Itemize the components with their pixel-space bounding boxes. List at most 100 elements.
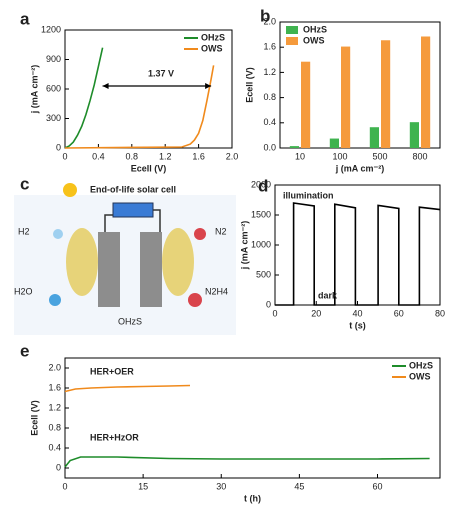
y-tick-label: 1.2 xyxy=(263,67,276,77)
x-tick-label: 80 xyxy=(435,308,445,318)
bar xyxy=(381,40,391,148)
y-tick-label: 1500 xyxy=(251,209,271,219)
electrode xyxy=(98,232,120,307)
species-label: N2H4 xyxy=(205,286,228,296)
bar xyxy=(369,127,379,148)
y-tick-label: 0 xyxy=(56,142,61,152)
catalyst xyxy=(162,228,194,296)
x-tick-label: 0.4 xyxy=(92,151,105,161)
y-axis-label: j (mA cm⁻²) xyxy=(239,221,249,270)
x-tick-label: 10 xyxy=(295,151,305,161)
x-axis-label: t (h) xyxy=(244,493,261,503)
x-tick-label: 500 xyxy=(372,151,387,161)
diagram-center-label: OHzS xyxy=(118,316,142,326)
annotation: illumination xyxy=(283,190,334,200)
plot-frame xyxy=(64,357,441,479)
annotation: HER+OER xyxy=(90,366,134,376)
legend-label: OHzS xyxy=(201,32,225,42)
species-label: H2O xyxy=(14,286,33,296)
x-tick-label: 20 xyxy=(311,308,321,318)
line xyxy=(275,202,441,306)
x-tick-label: 45 xyxy=(294,481,304,491)
bar xyxy=(289,146,299,148)
x-tick-label: 0.8 xyxy=(126,151,139,161)
legend-label: OHzS xyxy=(409,360,433,370)
y-tick-label: 1000 xyxy=(251,239,271,249)
annotation: HER+HzOR xyxy=(90,432,139,442)
wire xyxy=(104,209,161,232)
annotation: dark xyxy=(318,290,338,300)
legend-swatch xyxy=(286,37,298,45)
panel-label: c xyxy=(20,174,29,193)
plot-frame xyxy=(279,21,441,149)
line xyxy=(64,65,215,149)
legend-label: OWS xyxy=(409,371,431,381)
diagram: c End-of-life solar cell H2 N2 H2O N2H4 … xyxy=(14,174,236,335)
x-tick-label: 2.0 xyxy=(226,151,239,161)
species-label: N2 xyxy=(215,226,227,236)
x-tick-label: 0 xyxy=(62,151,67,161)
x-tick-label: 30 xyxy=(216,481,226,491)
y-axis-label: Ecell (V) xyxy=(244,67,254,103)
plot-frame xyxy=(274,184,441,306)
diagram-background xyxy=(14,195,236,335)
molecule xyxy=(194,228,206,240)
molecule xyxy=(53,229,63,239)
panel-label: d xyxy=(258,176,268,195)
bar xyxy=(301,61,311,148)
bar xyxy=(409,122,419,148)
x-tick-label: 40 xyxy=(352,308,362,318)
y-tick-label: 1.6 xyxy=(263,42,276,52)
y-tick-label: 600 xyxy=(46,83,61,93)
panel-label: a xyxy=(20,9,30,28)
y-tick-label: 0 xyxy=(56,462,61,472)
x-axis-label: t (s) xyxy=(349,320,366,330)
diagram-title: End-of-life solar cell xyxy=(90,184,176,194)
panel-label: e xyxy=(20,341,29,360)
sun-icon xyxy=(63,183,77,197)
molecule xyxy=(49,294,61,306)
y-tick-label: 0 xyxy=(266,299,271,309)
y-axis-label: j (mA cm⁻²) xyxy=(29,65,39,114)
electrode xyxy=(140,232,162,307)
panel-label: b xyxy=(260,6,270,25)
y-tick-label: 1200 xyxy=(41,24,61,34)
species-label: H2 xyxy=(18,226,30,236)
molecule xyxy=(188,293,202,307)
x-tick-label: 0 xyxy=(272,308,277,318)
catalyst xyxy=(66,228,98,296)
y-tick-label: 0.8 xyxy=(263,92,276,102)
y-tick-label: 2.0 xyxy=(263,16,276,26)
x-tick-label: 60 xyxy=(372,481,382,491)
x-tick-label: 0 xyxy=(62,481,67,491)
legend-label: OWS xyxy=(303,35,325,45)
annotation: 1.37 V xyxy=(148,68,174,78)
bar xyxy=(341,46,351,148)
line xyxy=(64,456,430,468)
x-tick-label: 15 xyxy=(138,481,148,491)
legend-label: OWS xyxy=(201,43,223,53)
x-tick-label: 1.6 xyxy=(192,151,205,161)
y-tick-label: 500 xyxy=(256,269,271,279)
y-axis-label: Ecell (V) xyxy=(29,400,39,436)
y-tick-label: 0.4 xyxy=(263,117,276,127)
x-tick-label: 60 xyxy=(394,308,404,318)
x-tick-label: 800 xyxy=(412,151,427,161)
line xyxy=(64,47,104,149)
x-axis-label: j (mA cm⁻²) xyxy=(335,163,384,173)
x-tick-label: 1.2 xyxy=(159,151,172,161)
bar xyxy=(421,36,431,148)
y-tick-label: 0.0 xyxy=(263,142,276,152)
legend-label: OHzS xyxy=(303,24,327,34)
y-tick-label: 300 xyxy=(46,113,61,123)
y-tick-label: 0.8 xyxy=(48,422,61,432)
y-tick-label: 900 xyxy=(46,54,61,64)
bar xyxy=(329,138,339,148)
y-tick-label: 2.0 xyxy=(48,362,61,372)
x-axis-label: Ecell (V) xyxy=(131,163,167,173)
y-tick-label: 2000 xyxy=(251,179,271,189)
y-tick-label: 1.2 xyxy=(48,402,61,412)
line xyxy=(64,384,191,393)
legend-swatch xyxy=(286,26,298,34)
